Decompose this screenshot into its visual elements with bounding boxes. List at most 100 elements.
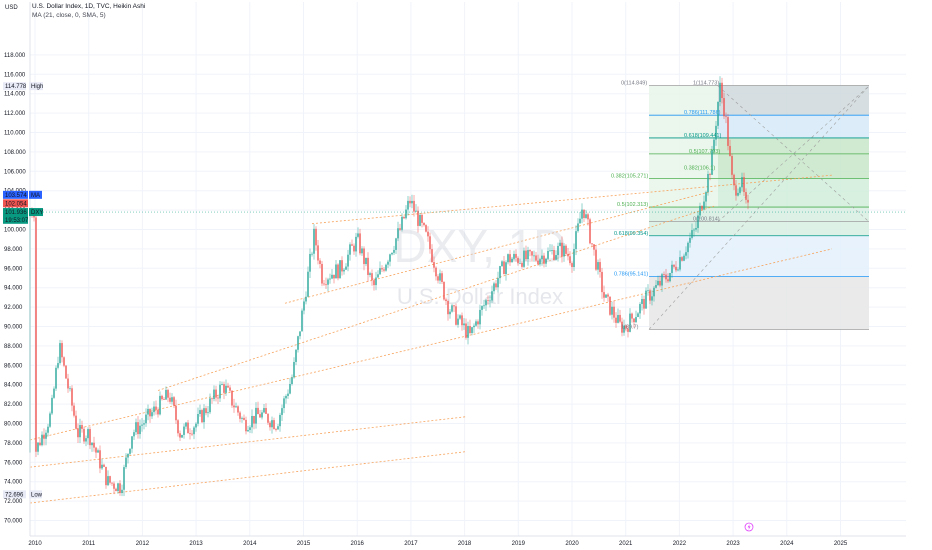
fib-trend-line: [648, 85, 870, 330]
candle-body: [69, 388, 71, 390]
candle-body: [249, 427, 251, 431]
price-axis[interactable]: USD 118.000 116.000 114.000 112.000 110.000 10…: [4, 2, 31, 536]
candle-body: [231, 390, 233, 406]
candle-body: [45, 432, 47, 439]
candle-body: [183, 426, 185, 435]
candle-body: [737, 192, 739, 196]
candle-body: [115, 488, 117, 492]
candle-body: [589, 219, 591, 244]
candle-body: [39, 442, 41, 446]
candle-body: [551, 250, 553, 251]
candle-body: [425, 225, 427, 232]
candle-body: [645, 290, 647, 309]
fib-level-label: 0.382(105.271): [611, 173, 648, 179]
price-tick-label: 70.000: [4, 519, 23, 525]
candle-body: [467, 326, 469, 338]
candle-body: [357, 233, 359, 237]
candle-body: [187, 422, 189, 434]
candle-body: [515, 253, 517, 258]
candle-body: [655, 285, 657, 288]
candle-body: [619, 314, 621, 322]
candle-body: [179, 433, 181, 438]
candle-body: [351, 244, 353, 246]
event-markers[interactable]: [744, 522, 754, 532]
candle-body: [167, 389, 169, 398]
candle-body: [119, 483, 121, 494]
fib-zone-left: [649, 85, 718, 116]
candle-body: [393, 249, 395, 253]
candle-body: [689, 237, 691, 243]
candle-body: [701, 205, 703, 210]
candle-body: [575, 231, 577, 250]
price-tick-label: 86.000: [4, 363, 23, 369]
candle-body: [239, 412, 241, 419]
candle-body: [273, 420, 275, 430]
candle-body: [563, 245, 565, 257]
time-tick-label: 2023: [726, 541, 740, 547]
price-tick-label: 90.000: [4, 325, 23, 331]
high-price-badge-box: [3, 82, 26, 91]
candle-body: [41, 434, 43, 446]
candle-body: [259, 414, 261, 418]
candle-body: [719, 82, 721, 102]
candle-body: [559, 242, 561, 246]
price-tick-label: 94.000: [4, 286, 23, 292]
ma-price-badge-box: [3, 190, 28, 199]
candle-body: [365, 257, 367, 265]
price-tick-label: 88.000: [4, 344, 23, 350]
candle-body: [477, 321, 479, 325]
candle-body: [593, 244, 595, 250]
candle-body: [243, 417, 245, 420]
time-tick-label: 2020: [565, 541, 579, 547]
candle-body: [325, 284, 327, 286]
candle-body: [79, 425, 81, 438]
candle-body: [733, 174, 735, 186]
candle-body: [605, 294, 607, 298]
candle-body: [315, 228, 317, 246]
candle-body: [177, 420, 179, 434]
channel-lines[interactable]: [29, 174, 833, 504]
candle-body: [607, 294, 609, 297]
candle-body: [715, 125, 717, 140]
candle-body: [277, 426, 279, 430]
low-price-badge: 72.696: [5, 492, 24, 498]
fibonacci-retracement-tool[interactable]: [648, 85, 870, 330]
price-tick-label: 82.000: [4, 402, 23, 408]
countdown-badge: 19:53:07: [5, 218, 29, 224]
fib-zone-right: [718, 276, 869, 330]
candle-body: [311, 253, 313, 255]
candle-body: [527, 250, 529, 260]
candle-body: [523, 250, 525, 267]
time-axis[interactable]: 2010 2011 2012 2013 2014 2015 2016 2017 2018 2019…: [28, 535, 906, 547]
candle-body: [611, 306, 613, 315]
candle-body: [529, 250, 531, 252]
candle-body: [329, 278, 331, 280]
candle-body: [741, 177, 743, 188]
candle-body: [341, 260, 343, 272]
fib-level-label: 0.786(95.141): [614, 272, 648, 278]
candle-body: [699, 205, 701, 216]
fib-zone-right: [718, 85, 869, 116]
candle-body: [731, 156, 733, 175]
candle-body: [169, 397, 171, 402]
ticker-label-box: [29, 208, 43, 217]
candle-body: [271, 420, 273, 428]
candle-body: [235, 406, 237, 408]
countdown-badge-box: [3, 215, 28, 224]
candle-body: [63, 357, 65, 366]
candle-body: [609, 296, 611, 315]
candle-body: [451, 305, 453, 312]
candle-body: [659, 280, 661, 286]
candle-body: [625, 325, 627, 329]
candle-body: [633, 318, 635, 323]
candle-body: [245, 419, 247, 432]
candle-body: [105, 466, 107, 486]
candle-body: [137, 422, 139, 435]
candle-body: [381, 268, 383, 270]
candle-body: [99, 450, 101, 469]
candle-body: [59, 343, 61, 364]
ma-price-badge: 103.574: [5, 193, 27, 199]
fib-zone-left: [649, 137, 718, 154]
candle-body: [499, 266, 501, 279]
